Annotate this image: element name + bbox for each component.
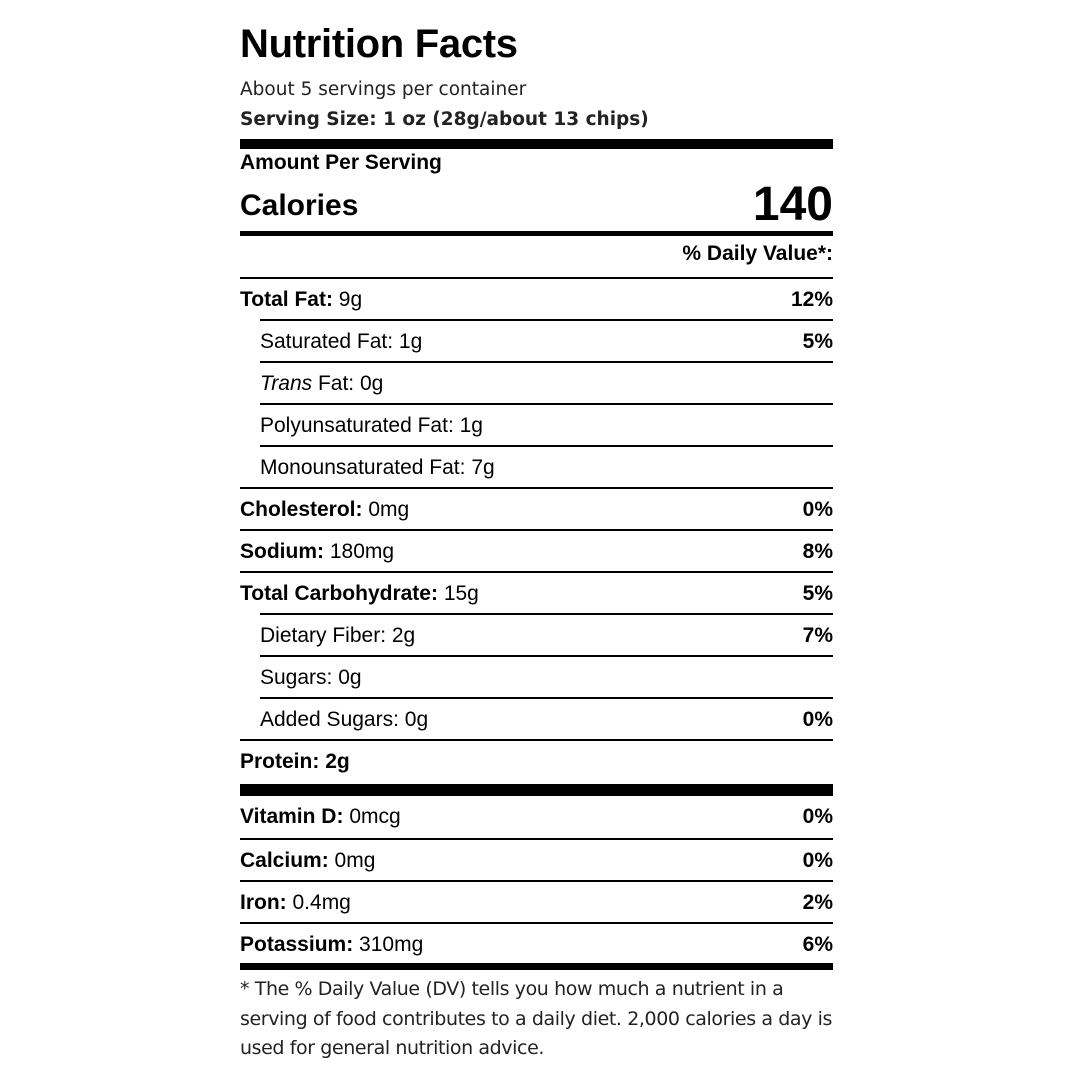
nutrient-label: Protein: (240, 750, 320, 773)
nutrient-amount: 0g (404, 708, 429, 731)
nutrient-row: Calcium: 0mg 0% (240, 838, 833, 880)
nutrient-amount: 9g (338, 288, 363, 311)
daily-value-percent: 5% (802, 330, 833, 353)
nutrient-amount: 0g (360, 372, 384, 395)
nutrient-label: Vitamin D: (240, 805, 344, 828)
daily-value-percent: 0% (802, 498, 833, 521)
daily-value-percent: 5% (802, 582, 833, 605)
nutrient-name: Iron: 0.4mg (240, 891, 351, 915)
nutrient-amount: 15g (443, 582, 479, 605)
nutrient-row: Protein: 2g (240, 739, 833, 781)
nutrient-row: Total Carbohydrate: 15g 5% (240, 571, 833, 613)
row-divider (260, 613, 833, 615)
nutrient-row: Cholesterol: 0mg 0% (240, 487, 833, 529)
nutrient-name-italic: Trans (260, 372, 313, 395)
label-title: Nutrition Facts (240, 22, 518, 66)
nutrient-name: Added Sugars: 0g (260, 708, 428, 732)
nutrient-label: Potassium: (240, 933, 354, 956)
nutrient-row: Sodium: 180mg 8% (240, 529, 833, 571)
nutrient-amount: 1g (459, 414, 483, 437)
nutrient-name: Total Fat: 9g (240, 288, 362, 312)
nutrient-name: Monounsaturated Fat: 7g (260, 456, 495, 480)
row-divider (260, 361, 833, 363)
nutrient-row: Trans Fat: 0g (240, 361, 833, 403)
amount-per-serving: Amount Per Serving (240, 151, 442, 174)
nutrient-label: Monounsaturated Fat: (260, 456, 466, 479)
nutrient-amount: 2g (325, 750, 350, 773)
nutrient-label: Fat: (317, 372, 355, 395)
nutrient-name: Polyunsaturated Fat: 1g (260, 414, 483, 438)
nutrient-name: Saturated Fat: 1g (260, 330, 422, 354)
nutrient-name: Cholesterol: 0mg (240, 498, 409, 522)
thick-divider (240, 963, 833, 970)
nutrient-row: Added Sugars: 0g 0% (240, 697, 833, 739)
nutrient-row: Monounsaturated Fat: 7g (240, 445, 833, 487)
calories-value: 140 (752, 178, 833, 231)
nutrient-amount: 1g (398, 330, 423, 353)
footnote: * The % Daily Value (DV) tells you how m… (240, 978, 832, 1059)
nutrient-row: Dietary Fiber: 2g 7% (240, 613, 833, 655)
nutrient-amount: 0mcg (349, 805, 401, 828)
servings-per-container: About 5 servings per container (240, 79, 527, 100)
nutrient-name: Sodium: 180mg (240, 540, 394, 564)
daily-value-percent: 0% (802, 805, 833, 828)
row-divider (260, 445, 833, 447)
thick-divider (240, 139, 833, 149)
nutrient-label: Iron: (240, 891, 287, 914)
nutrient-amount: 0mg (334, 849, 376, 872)
vitamin-list: Vitamin D: 0mcg 0% Calcium: 0mg 0% Iron: 0.4… (240, 796, 833, 964)
daily-value-percent: 2% (802, 891, 833, 914)
daily-value-percent: 8% (802, 540, 833, 563)
nutrient-row: Saturated Fat: 1g 5% (240, 319, 833, 361)
nutrient-amount: 7g (471, 456, 495, 479)
nutrient-label: Sodium: (240, 540, 324, 563)
nutrient-amount: 180mg (329, 540, 395, 563)
nutrient-amount: 0.4mg (292, 891, 351, 914)
nutrient-label: Sugars: (260, 666, 333, 689)
nutrient-label: Total Fat: (240, 288, 333, 311)
nutrient-label: Dietary Fiber: (260, 624, 387, 647)
nutrient-label: Polyunsaturated Fat: (260, 414, 454, 437)
nutrient-name: Total Carbohydrate: 15g (240, 582, 479, 606)
nutrient-name: Protein: 2g (240, 750, 350, 774)
nutrient-row: Sugars: 0g (240, 655, 833, 697)
daily-value-percent: 12% (790, 288, 833, 311)
nutrient-label: Added Sugars: (260, 708, 399, 731)
nutrient-amount: 0mg (368, 498, 410, 521)
nutrient-row: Iron: 0.4mg 2% (240, 880, 833, 922)
nutrient-amount: 310mg (359, 933, 424, 956)
nutrient-label: Total Carbohydrate: (240, 582, 438, 605)
medium-divider (240, 231, 833, 236)
nutrient-amount: 0g (338, 666, 362, 689)
thick-divider (240, 784, 833, 796)
nutrient-name: Vitamin D: 0mcg (240, 805, 401, 829)
daily-value-percent: 7% (802, 624, 833, 647)
row-divider (260, 655, 833, 657)
nutrient-label: Calcium: (240, 849, 329, 872)
serving-size: Serving Size: 1 oz (28g/about 13 chips) (240, 109, 649, 130)
daily-value-percent: 0% (802, 708, 833, 731)
nutrient-amount: 2g (391, 624, 416, 647)
nutrient-name: Dietary Fiber: 2g (260, 624, 415, 648)
nutrient-list: Total Fat: 9g 12% Saturated Fat: 1g 5% Trans… (240, 277, 833, 781)
nutrient-row: Potassium: 310mg 6% (240, 922, 833, 964)
nutrient-row: Vitamin D: 0mcg 0% (240, 796, 833, 838)
row-divider (260, 319, 833, 321)
nutrient-row: Polyunsaturated Fat: 1g (240, 403, 833, 445)
nutrient-name: Trans Fat: 0g (260, 372, 383, 396)
nutrient-name: Potassium: 310mg (240, 933, 423, 957)
nutrient-label: Cholesterol: (240, 498, 363, 521)
nutrient-label: Saturated Fat: (260, 330, 394, 353)
row-divider (260, 697, 833, 699)
nutrient-name: Calcium: 0mg (240, 849, 375, 873)
daily-value-percent: 0% (802, 849, 833, 872)
calories-label: Calories (240, 189, 359, 222)
nutrient-name: Sugars: 0g (260, 666, 362, 690)
row-divider (260, 403, 833, 405)
daily-value-header: % Daily Value*: (682, 242, 833, 265)
daily-value-percent: 6% (802, 933, 833, 956)
nutrient-row: Total Fat: 9g 12% (240, 277, 833, 319)
